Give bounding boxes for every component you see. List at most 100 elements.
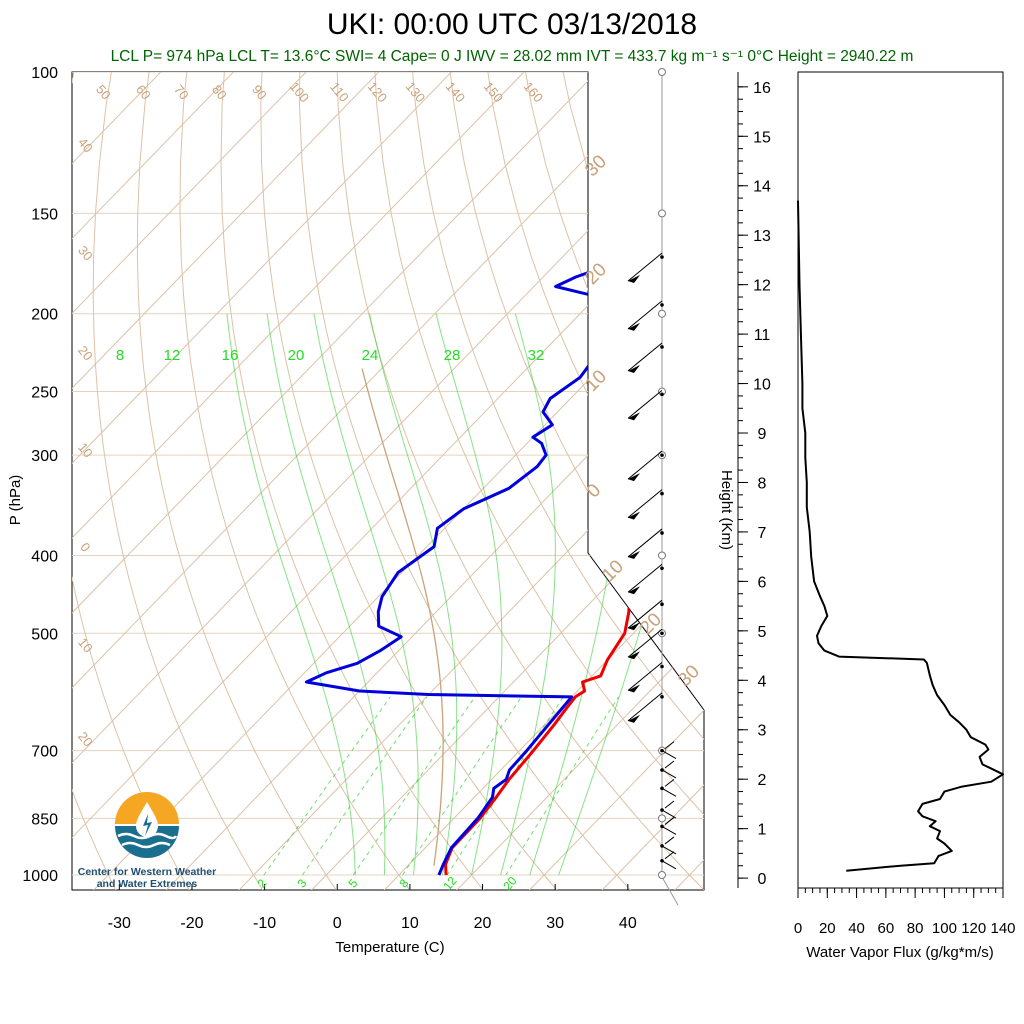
pressure-tick-label: 250 bbox=[31, 385, 58, 402]
dry-adiabat-label: 160 bbox=[521, 79, 546, 105]
barb-level-circle bbox=[658, 814, 666, 823]
height-tick-label: 14 bbox=[753, 179, 771, 196]
wind-barb bbox=[627, 528, 663, 558]
barb-dot bbox=[660, 631, 664, 636]
height-tick-label: 12 bbox=[753, 278, 771, 295]
isotherm-label: 30 bbox=[581, 151, 611, 181]
isotherm bbox=[72, 72, 633, 890]
flux-x-tick-label: 100 bbox=[932, 920, 957, 937]
dry-adiabat-label: 80 bbox=[209, 82, 230, 103]
wind-barb bbox=[627, 342, 663, 372]
dry-adiabat bbox=[72, 72, 191, 890]
mixing-ratio-label: 32 bbox=[528, 347, 545, 364]
dry-adiabat-label: 0 bbox=[77, 540, 93, 555]
mixing-ratio-label: 2 bbox=[254, 876, 269, 890]
dry-adiabat bbox=[72, 72, 118, 890]
wind-barb bbox=[627, 662, 663, 691]
wind-barbs bbox=[627, 68, 679, 906]
moist-adiabat bbox=[369, 313, 458, 876]
wind-barb-flag bbox=[628, 473, 640, 482]
isotherm bbox=[91, 72, 704, 890]
temperature-axis-label: Temperature (C) bbox=[335, 939, 444, 956]
dry-adiabat bbox=[957, 35, 1024, 892]
wind-barb-flag bbox=[628, 275, 640, 284]
wind-barb bbox=[661, 851, 677, 870]
isotherm-label: 30 bbox=[674, 661, 704, 691]
isotherm bbox=[382, 72, 704, 890]
barb-dot bbox=[660, 602, 664, 606]
pressure-tick-label: 500 bbox=[31, 626, 58, 643]
height-tick-label: 0 bbox=[758, 871, 767, 888]
dry-adiabat bbox=[921, 35, 1024, 892]
temperature-tick-label: -10 bbox=[253, 915, 276, 932]
wind-barb bbox=[661, 800, 677, 819]
wind-barb-flag bbox=[628, 364, 640, 373]
wind-barb bbox=[627, 563, 663, 593]
wind-barb bbox=[661, 817, 677, 835]
barb-dot bbox=[660, 255, 664, 259]
wind-barb bbox=[661, 778, 677, 797]
barb-level-circle bbox=[658, 309, 666, 318]
moist-adiabat bbox=[266, 313, 386, 876]
pressure-tick-label: 150 bbox=[31, 206, 58, 223]
isotherm bbox=[309, 72, 704, 890]
pressure-axis-label: P (hPa) bbox=[7, 475, 24, 526]
logo-bolt bbox=[143, 814, 152, 836]
dry-adiabat bbox=[664, 72, 704, 890]
height-tick-label: 9 bbox=[758, 426, 767, 443]
dry-adiabat-label: 20 bbox=[75, 343, 96, 364]
barb-dot bbox=[660, 491, 664, 496]
dry-adiabat bbox=[591, 72, 704, 890]
flux-x-tick-label: 40 bbox=[848, 920, 865, 937]
isotherm bbox=[72, 72, 704, 890]
wind-barb-flag bbox=[628, 550, 640, 559]
isotherm bbox=[72, 72, 343, 890]
dry-adiabat-label: 60 bbox=[133, 82, 154, 103]
dry-adiabat bbox=[811, 35, 1024, 892]
temperature-tick-label: 20 bbox=[474, 915, 492, 932]
moist-adiabat bbox=[558, 313, 699, 876]
pressure-tick-label: 400 bbox=[31, 548, 58, 565]
wind-barb bbox=[661, 836, 677, 855]
flux-x-axis-label: Water Vapor Flux (g/kg*m/s) bbox=[806, 944, 994, 961]
wind-barb bbox=[627, 599, 663, 629]
height-tick-label: 10 bbox=[753, 377, 771, 394]
skewt-grid bbox=[72, 35, 1024, 892]
isotherm bbox=[599, 72, 704, 890]
height-tick-label: 4 bbox=[758, 673, 767, 690]
dry-adiabat-label: 50 bbox=[93, 82, 114, 103]
dry-adiabat-label: 30 bbox=[75, 243, 96, 264]
dry-adiabat bbox=[220, 72, 486, 890]
barb-level-circle bbox=[658, 209, 666, 218]
dry-adiabat bbox=[848, 35, 1024, 892]
height-tick-label: 13 bbox=[753, 228, 771, 245]
dry-adiabat bbox=[408, 72, 704, 890]
wind-barb-flag bbox=[628, 586, 640, 595]
dry-adiabat bbox=[555, 72, 704, 890]
pressure-tick-label: 1000 bbox=[22, 868, 58, 885]
barb-dot bbox=[660, 531, 664, 535]
wind-barb bbox=[661, 741, 677, 760]
height-tick-label: 1 bbox=[758, 822, 767, 839]
isotherm-label: 0 bbox=[583, 480, 605, 502]
temperature-line bbox=[444, 212, 704, 876]
temperature-tick-label: 0 bbox=[333, 915, 342, 932]
temperature-tick-label: -30 bbox=[108, 915, 131, 932]
barb-level-circle bbox=[658, 871, 666, 879]
mixing-ratio-label: 8 bbox=[396, 876, 411, 890]
mixing-ratio-line bbox=[402, 696, 522, 876]
isotherm bbox=[236, 72, 704, 890]
mixing-ratio-line bbox=[505, 696, 619, 876]
dry-adiabat-label: 20 bbox=[75, 729, 96, 750]
pressure-tick-label: 850 bbox=[31, 811, 58, 828]
wind-barb bbox=[627, 692, 663, 722]
isotherm bbox=[72, 72, 270, 890]
dry-adiabat-label: 10 bbox=[75, 635, 96, 656]
mixing-ratio-label: 20 bbox=[288, 347, 305, 364]
moist-adiabat bbox=[313, 313, 419, 876]
barb-tail bbox=[661, 876, 679, 906]
barb-level-circle bbox=[658, 551, 666, 560]
chart-title: UKI: 00:00 UTC 03/13/2018 bbox=[326, 8, 698, 41]
